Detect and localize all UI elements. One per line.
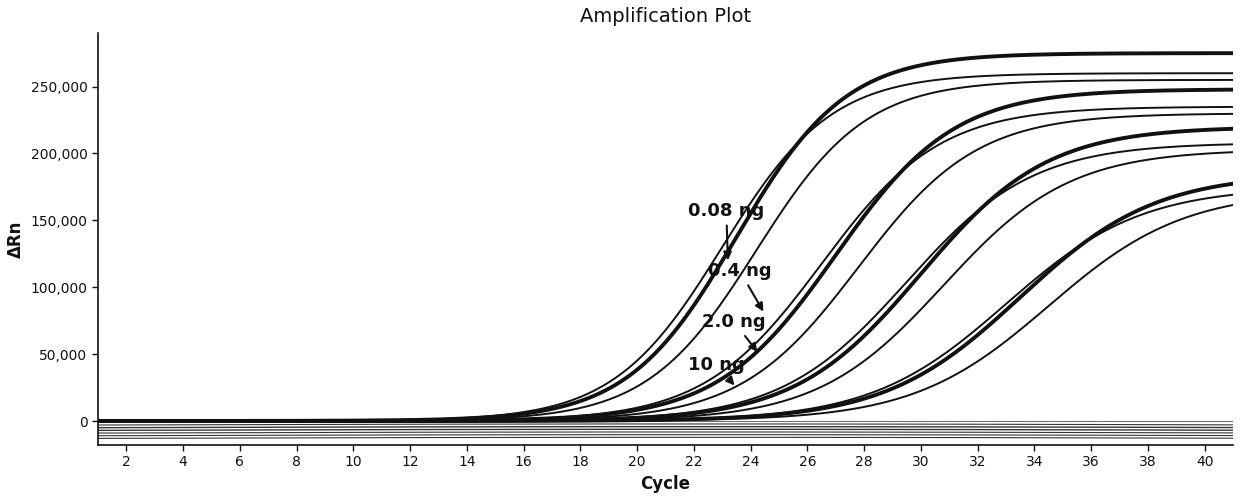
Text: 0.08 ng: 0.08 ng bbox=[688, 202, 764, 258]
X-axis label: Cycle: Cycle bbox=[641, 475, 691, 493]
Text: 2.0 ng: 2.0 ng bbox=[702, 313, 766, 350]
Text: 10 ng: 10 ng bbox=[688, 356, 745, 384]
Title: Amplification Plot: Amplification Plot bbox=[580, 7, 751, 26]
Text: 0.4 ng: 0.4 ng bbox=[708, 262, 771, 310]
Y-axis label: ΔRn: ΔRn bbox=[7, 220, 25, 258]
